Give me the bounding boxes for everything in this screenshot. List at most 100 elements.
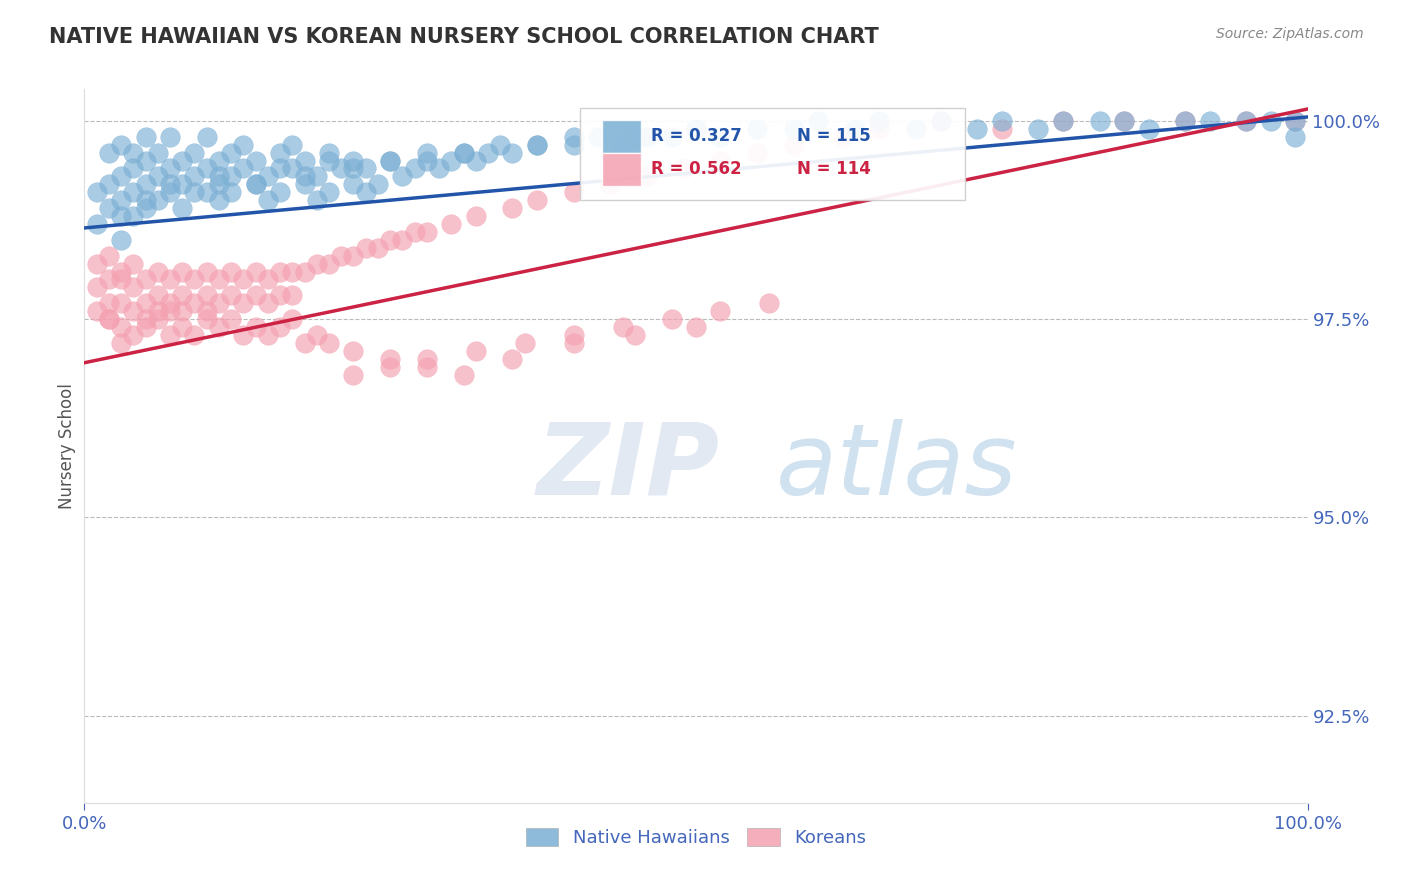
Point	[159, 328, 181, 343]
Point	[427, 161, 450, 176]
Point	[269, 145, 291, 160]
Point	[97, 145, 120, 160]
Point	[1284, 114, 1306, 128]
Point	[122, 328, 145, 343]
Point	[269, 320, 291, 334]
Point	[294, 264, 316, 278]
Point	[195, 186, 218, 200]
Point	[110, 272, 132, 286]
Point	[195, 264, 218, 278]
Point	[612, 320, 634, 334]
Point	[122, 145, 145, 160]
Point	[135, 129, 157, 144]
FancyBboxPatch shape	[602, 153, 641, 186]
Point	[97, 272, 120, 286]
Point	[110, 209, 132, 223]
Point	[513, 335, 536, 350]
Point	[586, 129, 609, 144]
Point	[367, 241, 389, 255]
Point	[208, 153, 231, 168]
Point	[991, 121, 1014, 136]
Point	[219, 169, 242, 184]
Point	[440, 217, 463, 231]
Point	[709, 304, 731, 318]
Point	[1198, 114, 1220, 128]
Point	[281, 312, 304, 326]
Point	[208, 178, 231, 192]
Point	[1236, 114, 1258, 128]
Point	[783, 121, 806, 136]
Point	[905, 121, 928, 136]
Point	[122, 304, 145, 318]
Point	[318, 186, 340, 200]
Point	[342, 368, 364, 382]
Point	[110, 296, 132, 310]
Point	[464, 153, 486, 168]
Point	[1028, 121, 1050, 136]
Point	[636, 169, 658, 184]
Point	[281, 137, 304, 152]
Point	[562, 137, 585, 152]
Point	[135, 312, 157, 326]
Point	[146, 145, 169, 160]
Point	[453, 145, 475, 160]
Point	[86, 257, 108, 271]
Point	[661, 129, 683, 144]
Point	[269, 288, 291, 302]
Point	[195, 129, 218, 144]
Point	[97, 312, 120, 326]
Point	[672, 161, 695, 176]
Point	[172, 178, 194, 192]
Point	[685, 121, 707, 136]
Text: atlas: atlas	[776, 419, 1017, 516]
Point	[562, 129, 585, 144]
Point	[245, 153, 267, 168]
Point	[1236, 114, 1258, 128]
Point	[232, 137, 254, 152]
Point	[208, 296, 231, 310]
FancyBboxPatch shape	[579, 109, 965, 200]
Point	[1114, 114, 1136, 128]
Point	[86, 217, 108, 231]
Point	[269, 161, 291, 176]
Point	[122, 209, 145, 223]
Point	[1052, 114, 1074, 128]
Point	[416, 225, 439, 239]
Point	[97, 296, 120, 310]
Point	[183, 169, 205, 184]
Point	[232, 272, 254, 286]
Point	[562, 186, 585, 200]
Point	[135, 193, 157, 207]
Point	[342, 178, 364, 192]
Point	[183, 186, 205, 200]
Point	[281, 288, 304, 302]
Point	[747, 145, 769, 160]
Point	[599, 178, 621, 192]
Point	[831, 129, 853, 144]
Point	[219, 145, 242, 160]
Point	[269, 264, 291, 278]
Point	[991, 114, 1014, 128]
Point	[195, 312, 218, 326]
Point	[318, 335, 340, 350]
Point	[354, 186, 377, 200]
Point	[807, 114, 830, 128]
Point	[416, 153, 439, 168]
Point	[404, 225, 426, 239]
Point	[172, 201, 194, 215]
Point	[1284, 129, 1306, 144]
Point	[232, 328, 254, 343]
Point	[110, 193, 132, 207]
Point	[110, 233, 132, 247]
Point	[110, 169, 132, 184]
Point	[294, 178, 316, 192]
Point	[305, 169, 328, 184]
Point	[219, 186, 242, 200]
Point	[464, 343, 486, 358]
Point	[257, 193, 280, 207]
Point	[269, 186, 291, 200]
Point	[281, 264, 304, 278]
Point	[219, 264, 242, 278]
Point	[1174, 114, 1197, 128]
Point	[869, 121, 891, 136]
